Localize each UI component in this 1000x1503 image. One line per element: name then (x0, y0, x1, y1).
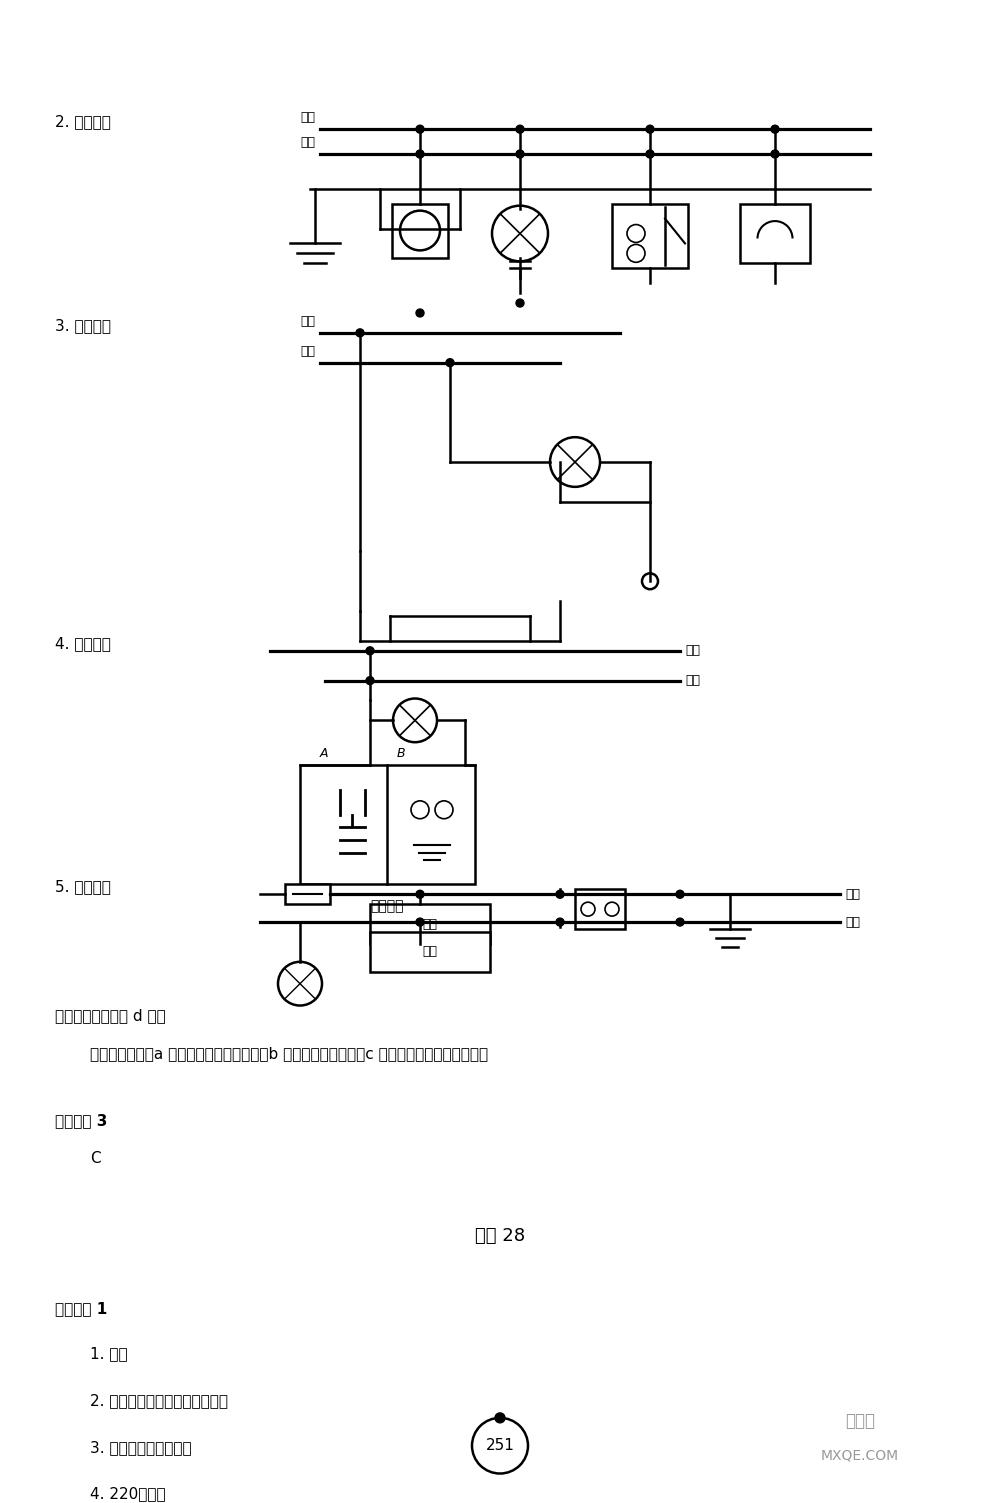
Text: 零线: 零线 (845, 915, 860, 929)
Circle shape (642, 573, 658, 589)
Text: 零线: 零线 (300, 137, 315, 149)
Circle shape (278, 962, 322, 1006)
Circle shape (446, 359, 454, 367)
Circle shape (366, 676, 374, 684)
FancyBboxPatch shape (285, 884, 330, 905)
Text: 火线: 火线 (845, 888, 860, 900)
Text: 答案图: 答案图 (845, 1411, 875, 1429)
Circle shape (516, 125, 524, 134)
Circle shape (416, 310, 424, 317)
Text: 3. 如图所示: 3. 如图所示 (55, 319, 111, 334)
Circle shape (416, 150, 424, 158)
Circle shape (646, 125, 654, 134)
Text: 5. 如图所示: 5. 如图所示 (55, 879, 111, 894)
Text: 作业 28: 作业 28 (475, 1226, 525, 1244)
Circle shape (495, 1413, 505, 1423)
Circle shape (771, 125, 779, 134)
Text: 光控: 光控 (422, 945, 438, 959)
Circle shape (581, 902, 595, 917)
Text: 零线: 零线 (685, 675, 700, 687)
Circle shape (416, 890, 424, 899)
Circle shape (550, 437, 600, 487)
Text: 251: 251 (486, 1438, 514, 1453)
Text: 开关插座: 开关插座 (370, 899, 404, 914)
Circle shape (411, 801, 429, 819)
Text: 2. 电流的大小　通电时间的长短: 2. 电流的大小 通电时间的长短 (90, 1393, 228, 1408)
Circle shape (676, 918, 684, 926)
FancyBboxPatch shape (575, 890, 625, 929)
Circle shape (556, 890, 564, 899)
Circle shape (492, 206, 548, 262)
Circle shape (393, 699, 437, 742)
Text: 难度指数 3: 难度指数 3 (55, 1112, 107, 1127)
Text: 4. 如图所示: 4. 如图所示 (55, 636, 111, 651)
Text: 1. 电流: 1. 电流 (90, 1347, 128, 1362)
Text: 难度指数 1: 难度指数 1 (55, 1302, 107, 1317)
Circle shape (356, 329, 364, 337)
Text: 声控: 声控 (422, 917, 438, 930)
FancyBboxPatch shape (392, 204, 448, 259)
Circle shape (516, 299, 524, 307)
FancyBboxPatch shape (370, 932, 490, 972)
Text: 火线: 火线 (300, 316, 315, 328)
Circle shape (516, 150, 524, 158)
FancyBboxPatch shape (740, 204, 810, 263)
Text: A: A (320, 747, 328, 761)
Text: 火线: 火线 (685, 645, 700, 657)
Circle shape (366, 646, 374, 655)
Text: 火线: 火线 (300, 111, 315, 125)
Circle shape (627, 224, 645, 242)
Circle shape (627, 245, 645, 263)
Circle shape (416, 918, 424, 926)
Circle shape (435, 801, 453, 819)
FancyBboxPatch shape (300, 765, 475, 884)
Circle shape (416, 125, 424, 134)
Text: B: B (397, 747, 406, 761)
Circle shape (605, 902, 619, 917)
Circle shape (472, 1417, 528, 1473)
Circle shape (400, 210, 440, 251)
Text: 四、安装正确的是 d 灯。: 四、安装正确的是 d 灯。 (55, 1009, 166, 1024)
Circle shape (646, 150, 654, 158)
Text: 零线: 零线 (300, 344, 315, 358)
Circle shape (771, 150, 779, 158)
Text: C: C (90, 1151, 101, 1166)
Circle shape (556, 918, 564, 926)
Text: MXQE.COM: MXQE.COM (821, 1449, 899, 1462)
Text: 2. 如图所示: 2. 如图所示 (55, 114, 111, 129)
Text: 3. 接触电压　人体电阵: 3. 接触电压 人体电阵 (90, 1440, 192, 1455)
FancyBboxPatch shape (370, 905, 490, 944)
FancyBboxPatch shape (612, 204, 688, 268)
Circle shape (676, 890, 684, 899)
Text: 4. 220　低压: 4. 220 低压 (90, 1486, 166, 1501)
Text: 安装错误的是：a 插座，不能与火线串联；b 插座不能与灬串联；c 灯的开关不能接在零线上。: 安装错误的是：a 插座，不能与火线串联；b 插座不能与灬串联；c 灯的开关不能接… (90, 1046, 488, 1061)
